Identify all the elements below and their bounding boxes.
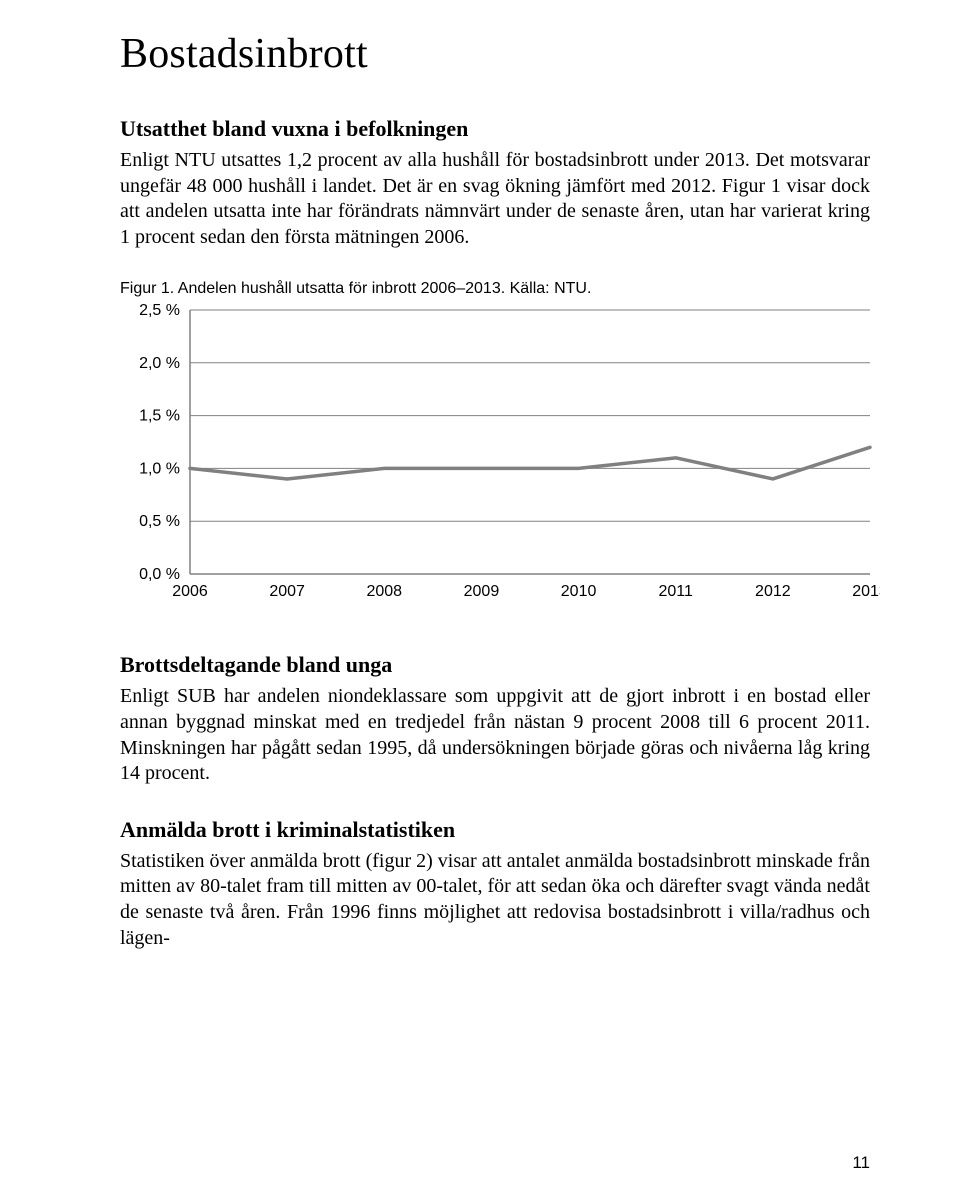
- section1-para: Enligt NTU utsattes 1,2 procent av alla …: [120, 148, 870, 250]
- svg-text:2009: 2009: [464, 583, 500, 600]
- svg-text:1,5 %: 1,5 %: [139, 408, 180, 425]
- svg-text:2,0 %: 2,0 %: [139, 355, 180, 372]
- svg-text:2007: 2007: [269, 583, 305, 600]
- page-number: 11: [852, 1153, 870, 1173]
- section2-heading: Brottsdeltagande bland unga: [120, 652, 870, 678]
- line-chart-svg: 0,0 % 0,5 % 1,0 % 1,5 % 2,0 % 2,5 % 2006 2007 20…: [120, 304, 880, 604]
- svg-text:2011: 2011: [659, 583, 694, 600]
- svg-text:2012: 2012: [755, 583, 791, 600]
- svg-text:1,0 %: 1,0 %: [139, 461, 180, 478]
- section2-para: Enligt SUB har andelen niondeklassare so…: [120, 684, 870, 786]
- svg-text:2013: 2013: [852, 583, 880, 600]
- figure1-chart: 0,0 % 0,5 % 1,0 % 1,5 % 2,0 % 2,5 % 2006 2007 20…: [120, 304, 880, 604]
- page-title: Bostadsinbrott: [120, 30, 870, 78]
- svg-text:2006: 2006: [172, 583, 208, 600]
- svg-text:0,0 %: 0,0 %: [139, 566, 180, 583]
- figure1-caption: Figur 1. Andelen hushåll utsatta för inb…: [120, 280, 870, 298]
- section1-heading: Utsatthet bland vuxna i befolkningen: [120, 116, 870, 142]
- svg-text:2010: 2010: [561, 583, 597, 600]
- svg-text:2008: 2008: [366, 583, 402, 600]
- svg-text:2,5 %: 2,5 %: [139, 304, 180, 319]
- svg-text:0,5 %: 0,5 %: [139, 514, 180, 531]
- section3-para: Statistiken över anmälda brott (figur 2)…: [120, 849, 870, 951]
- section3-heading: Anmälda brott i kriminalstatistiken: [120, 817, 870, 843]
